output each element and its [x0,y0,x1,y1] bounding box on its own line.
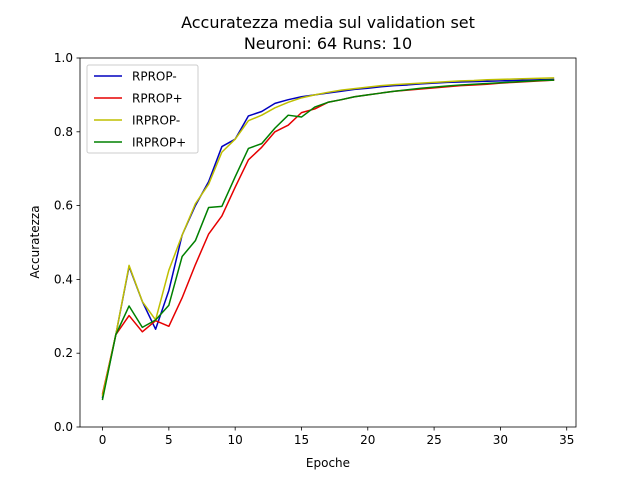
plot-frame [79,57,577,428]
legend: RPROP- RPROP+ IRPROP- IRPROP+ [86,64,199,154]
legend-box [86,64,199,154]
y-tick-label: 0.0 [54,420,73,434]
y-tick-label: 0.8 [54,125,73,139]
plot-lines [101,77,555,401]
y-tick-label: 0.4 [54,272,73,286]
series-line-3 [101,79,555,401]
y-tick-label: 0.2 [54,346,73,360]
x-tick-label: 5 [165,433,173,447]
chart-subtitle: Neuroni: 64 Runs: 10 [244,34,412,53]
series-line-2 [101,77,555,397]
x-tick-label: 25 [426,433,441,447]
y-axis-label: Accuratezza [28,205,42,278]
chart-title: Accuratezza media sul validation set [181,13,475,32]
y-tick-label: 0.6 [54,199,73,213]
legend-entry: IRPROP+ [132,136,186,150]
x-tick-label: 30 [493,433,508,447]
legend-entry: RPROP+ [132,92,183,106]
legend-entry: RPROP- [132,70,177,84]
legend-entry: IRPROP- [132,114,180,128]
x-tick-label: 15 [294,433,309,447]
y-tick-label: 1.0 [54,51,73,65]
x-tick-label: 0 [99,433,107,447]
ticks: 0 5 10 15 20 25 30 35 0.0 0.2 0.4 0.6 0.8 1.0 [54,51,574,447]
x-tick-label: 10 [228,433,243,447]
x-tick-label: 20 [360,433,375,447]
x-tick-label: 35 [559,433,574,447]
x-axis-label: Epoche [306,456,350,470]
axes [79,57,577,428]
